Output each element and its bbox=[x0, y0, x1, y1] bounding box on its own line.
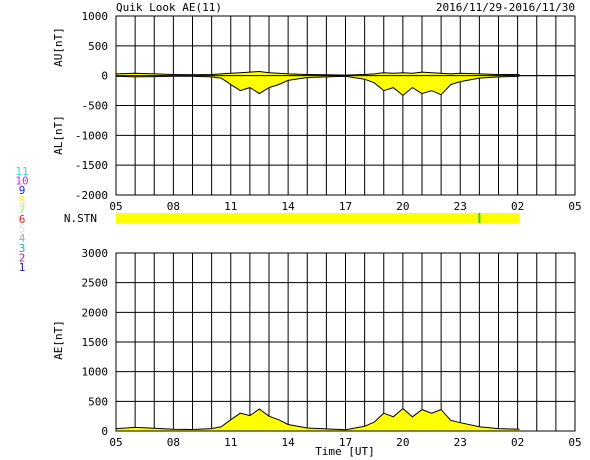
ae-ytick-label: 0 bbox=[101, 425, 108, 438]
ae-xtick-label: 20 bbox=[396, 436, 409, 449]
ae-frame bbox=[115, 252, 576, 432]
ae-area bbox=[116, 408, 520, 431]
date-range: 2016/11/29-2016/11/30 bbox=[436, 1, 575, 14]
ae-line bbox=[115, 407, 520, 431]
au-al-ytick-label: 500 bbox=[88, 40, 108, 53]
station-legend-item: 3 bbox=[19, 242, 26, 255]
station-legend-item: 11 bbox=[15, 165, 28, 178]
au-al-xtick-label: 14 bbox=[282, 200, 296, 213]
au-axis-label: AU[nT] bbox=[52, 27, 65, 67]
ae-xtick-label: 23 bbox=[454, 436, 467, 449]
chart-title: Quik Look AE(11) bbox=[116, 1, 222, 14]
ae-ytick-label: 1000 bbox=[82, 366, 109, 379]
au-al-xtick-label: 05 bbox=[109, 200, 122, 213]
station-legend-item: 9 bbox=[19, 184, 26, 197]
station-legend-item: 8 bbox=[19, 194, 26, 207]
au-al-ytick-label: -2000 bbox=[75, 189, 108, 202]
al-line bbox=[115, 75, 520, 97]
station-legend-item: 6 bbox=[19, 213, 26, 226]
au-al-ytick-label: -1500 bbox=[75, 159, 108, 172]
station-legend-item: 10 bbox=[15, 175, 28, 188]
au-al-xtick-label: 11 bbox=[224, 200, 237, 213]
station-legend-item: 7 bbox=[19, 203, 26, 216]
n-stn-bar bbox=[116, 213, 520, 223]
au-al-xtick-label: 23 bbox=[454, 200, 467, 213]
ae-xtick-label: 05 bbox=[568, 436, 581, 449]
ae-xtick-label: 17 bbox=[339, 436, 352, 449]
n-stn-label: N.STN bbox=[64, 212, 97, 225]
au-al-frame bbox=[115, 15, 576, 196]
ae-xtick-label: 05 bbox=[109, 436, 122, 449]
ae-xtick-label: 14 bbox=[282, 436, 296, 449]
ae-xtick-label: 08 bbox=[167, 436, 180, 449]
au-al-ytick-label: -500 bbox=[82, 100, 109, 113]
station-legend-item: 5 bbox=[19, 223, 26, 236]
ae-ytick-label: 1500 bbox=[82, 336, 109, 349]
au-al-ytick-label: 1000 bbox=[82, 10, 109, 23]
au-al-xtick-label: 05 bbox=[568, 200, 581, 213]
au-al-ytick-label: 0 bbox=[101, 70, 108, 83]
ae-xtick-label: 02 bbox=[511, 436, 524, 449]
au-line bbox=[115, 70, 520, 76]
ae-ytick-label: 500 bbox=[88, 395, 108, 408]
au-al-xtick-label: 02 bbox=[511, 200, 524, 213]
ae-ytick-label: 2000 bbox=[82, 306, 109, 319]
au-al-xtick-label: 08 bbox=[167, 200, 180, 213]
n-stn-panel bbox=[116, 213, 520, 223]
x-axis-label: Time [UT] bbox=[315, 445, 375, 458]
au-al-xtick-label: 17 bbox=[339, 200, 352, 213]
ae-ytick-label: 2500 bbox=[82, 277, 109, 290]
ae-axis-label: AE[nT] bbox=[52, 320, 65, 360]
ae-xtick-label: 11 bbox=[224, 436, 237, 449]
station-legend-item: 4 bbox=[19, 232, 26, 245]
al-axis-label: AL[nT] bbox=[52, 115, 65, 155]
au-al-ytick-label: -1000 bbox=[75, 129, 108, 142]
au-al-xtick-label: 20 bbox=[396, 200, 409, 213]
ae-ytick-label: 3000 bbox=[82, 247, 109, 260]
station-legend-item: 1 bbox=[19, 261, 26, 274]
station-legend-item: 2 bbox=[19, 251, 26, 264]
al-area bbox=[116, 75, 520, 96]
